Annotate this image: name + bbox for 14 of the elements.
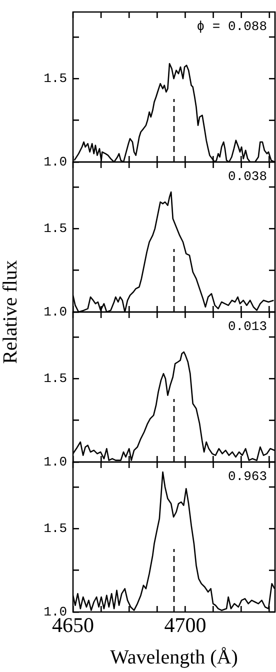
y-tick-label: 1.5 — [44, 221, 67, 236]
annotation: 0.013 — [228, 318, 267, 334]
annotation: 0.038 — [228, 168, 267, 184]
y-tick-label: 1.5 — [44, 71, 67, 86]
y-tick-label: 1.0 — [44, 304, 67, 320]
y-tick-label: 1.0 — [44, 154, 67, 170]
annotation: 0.963 — [228, 468, 267, 484]
y-axis-title: Relative flux — [0, 260, 22, 364]
y-tick-label: 1.0 — [44, 454, 67, 470]
x-tick-label: 4700 — [164, 613, 206, 638]
y-tick-label: 1.5 — [44, 521, 67, 536]
y-tick-label: 1.5 — [44, 371, 67, 386]
annotation: ϕ = 0.088 — [196, 18, 267, 34]
x-axis-title: Wavelength (Å) — [110, 646, 238, 668]
